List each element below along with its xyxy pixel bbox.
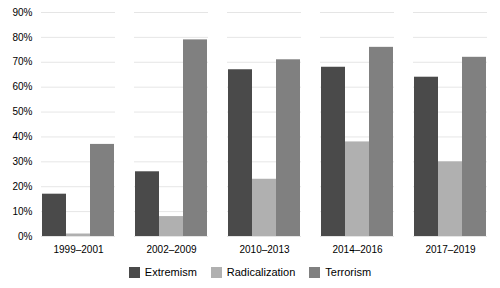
svg-text:10%: 10% — [12, 206, 32, 217]
svg-text:30%: 30% — [12, 156, 32, 167]
svg-text:1999–2001: 1999–2001 — [53, 244, 103, 255]
svg-text:20%: 20% — [12, 181, 32, 192]
svg-text:40%: 40% — [12, 131, 32, 142]
svg-text:2017–2019: 2017–2019 — [425, 244, 475, 255]
svg-text:2002–2009: 2002–2009 — [146, 244, 196, 255]
svg-text:2010–2013: 2010–2013 — [239, 244, 289, 255]
svg-text:80%: 80% — [12, 32, 32, 43]
svg-text:70%: 70% — [12, 56, 32, 67]
svg-text:50%: 50% — [12, 106, 32, 117]
html-text:Extremism: Extremism — [144, 266, 197, 278]
html-text:Radicalization: Radicalization — [226, 266, 296, 278]
svg-text:2014–2016: 2014–2016 — [332, 244, 382, 255]
svg-text:90%: 90% — [12, 7, 32, 18]
html-text:Terrorism: Terrorism — [325, 266, 372, 278]
svg-text:0%: 0% — [18, 231, 33, 242]
svg-text:60%: 60% — [12, 81, 32, 92]
